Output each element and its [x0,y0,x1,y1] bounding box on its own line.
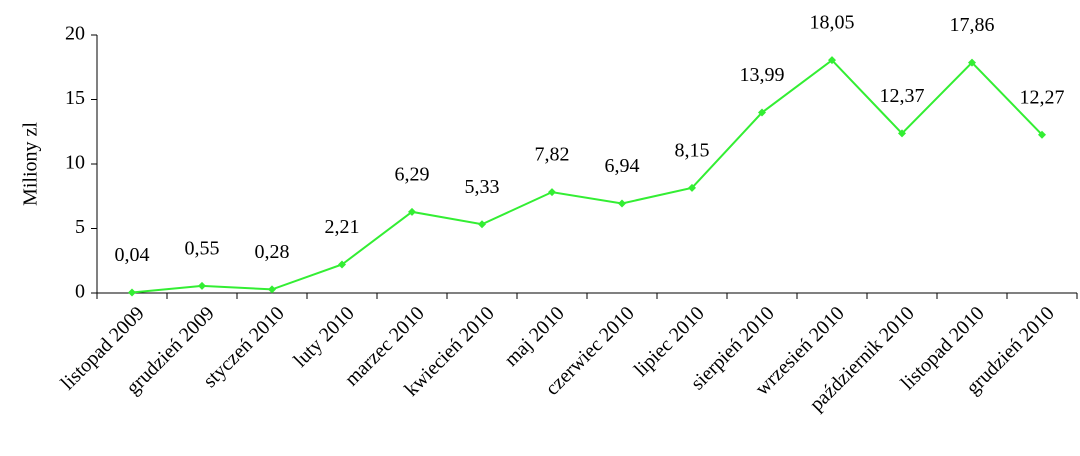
y-tick-label: 5 [75,216,85,238]
marker [688,183,696,192]
marker [1038,130,1046,139]
data-label: 12,27 [1020,86,1065,108]
marker [618,199,626,208]
data-label: 6,29 [395,163,430,185]
y-tick-label: 15 [65,87,85,109]
marker [338,260,346,269]
marker [828,56,836,65]
marker [128,288,136,297]
data-label: 0,55 [185,237,220,259]
data-label: 0,28 [255,241,290,263]
x-tick-label: luty 2010 [289,302,358,371]
marker [198,281,206,290]
marker [898,129,906,138]
y-tick-label: 10 [65,152,85,174]
y-axis-label: Miliony zl [20,122,42,206]
data-label: 12,37 [880,85,925,107]
data-label: 13,99 [740,64,785,86]
data-label: 8,15 [675,139,710,161]
marker [968,58,976,67]
marker [758,108,766,117]
marker [408,207,416,216]
data-label: 5,33 [465,176,500,198]
data-label: 2,21 [325,216,360,238]
y-tick-label: 0 [75,281,85,303]
marker [268,285,276,294]
y-tick-label: 20 [65,23,85,45]
data-line [131,58,1043,294]
data-label: 7,82 [535,144,570,166]
x-tick-label: maj 2010 [500,302,569,371]
data-label: 18,05 [810,12,855,34]
data-label: 6,94 [605,155,640,177]
data-label: 0,04 [115,244,150,266]
data-label: 17,86 [950,14,995,36]
marker [548,188,556,197]
marker [478,220,486,229]
